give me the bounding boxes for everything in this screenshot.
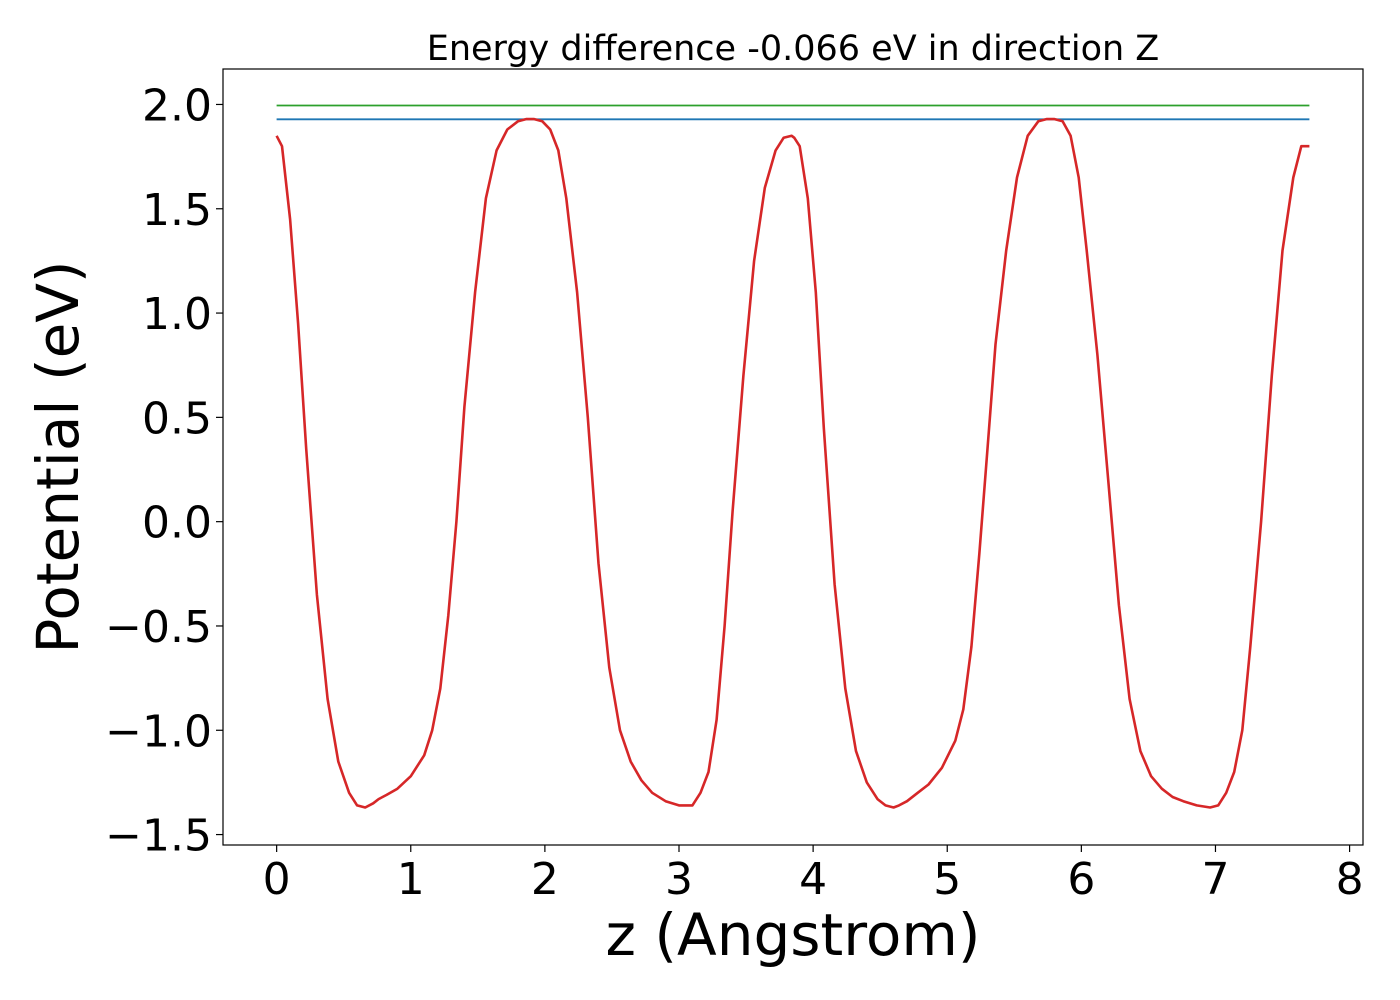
y-tick-label: 0.0 bbox=[142, 498, 212, 549]
x-tick-label: 3 bbox=[665, 854, 693, 905]
chart-title: Energy difference -0.066 eV in direction… bbox=[427, 29, 1160, 69]
x-tick-label: 2 bbox=[531, 854, 559, 905]
y-tick-label: −1.5 bbox=[105, 811, 212, 862]
potential-line bbox=[275, 117, 1310, 809]
x-tick-label: 0 bbox=[263, 854, 291, 905]
x-tick-label: 7 bbox=[1201, 854, 1229, 905]
x-tick-label: 1 bbox=[397, 854, 425, 905]
plot-frame bbox=[222, 68, 1364, 846]
y-axis-ticks: 2.0 1.5 1.0 0.5 0.0 −0.5 −1.0 −1.5 bbox=[105, 80, 223, 862]
y-tick-label: 0.5 bbox=[142, 393, 212, 444]
y-tick-label: −1.0 bbox=[105, 706, 212, 757]
y-tick-label: 1.0 bbox=[142, 289, 212, 340]
x-tick-label: 4 bbox=[799, 854, 827, 905]
y-axis-label: Potential (eV) bbox=[24, 260, 92, 653]
x-axis-ticks: 0 1 2 3 4 5 6 7 8 bbox=[263, 845, 1364, 905]
x-tick-label: 8 bbox=[1336, 854, 1364, 905]
y-tick-label: 2.0 bbox=[142, 80, 212, 131]
y-tick-label: 1.5 bbox=[142, 185, 212, 236]
plot-lines bbox=[275, 104, 1310, 809]
x-tick-label: 5 bbox=[933, 854, 961, 905]
x-tick-label: 6 bbox=[1067, 854, 1095, 905]
x-axis-label: z (Angstrom) bbox=[606, 901, 981, 969]
y-tick-label: −0.5 bbox=[105, 602, 212, 653]
